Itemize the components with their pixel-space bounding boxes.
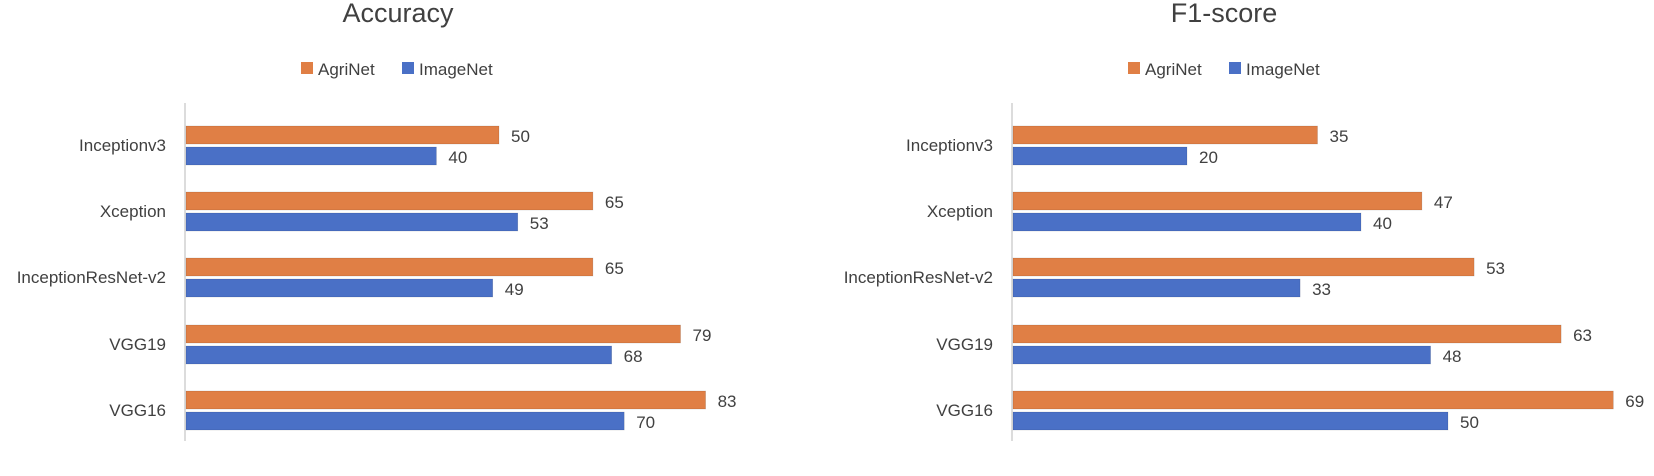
data-label-agrinet-inceptionresnet-v2: 65 <box>605 259 624 278</box>
data-label-agrinet-inceptionresnet-v2: 53 <box>1486 259 1505 278</box>
bar-imagenet-vgg16 <box>185 411 625 431</box>
data-label-imagenet-inceptionv3: 40 <box>448 148 467 167</box>
bar-imagenet-vgg19 <box>185 345 612 365</box>
bar-agrinet-inceptionv3 <box>1012 125 1318 145</box>
legend-swatch-agrinet <box>301 62 313 74</box>
bar-marks: Inceptionv3 50 40 Xception 65 53 InceptionResN… <box>17 125 737 432</box>
data-label-agrinet-inceptionv3: 50 <box>511 127 530 146</box>
bar-imagenet-inceptionresnet-v2 <box>1012 278 1301 298</box>
bar-imagenet-vgg19 <box>1012 345 1431 365</box>
category-label-inceptionv3: Inceptionv3 <box>79 136 166 155</box>
f1-score-chart: F1-score AgriNet ImageNet Inceptionv3 35 2… <box>844 0 1644 441</box>
legend: AgriNet ImageNet <box>1128 60 1320 79</box>
category-label-xception: Xception <box>927 202 993 221</box>
legend-label-agrinet: AgriNet <box>318 60 375 79</box>
bar-agrinet-vgg16 <box>185 390 706 410</box>
data-label-imagenet-vgg19: 48 <box>1443 347 1462 366</box>
category-label-inceptionresnet-v2: InceptionResNet-v2 <box>17 268 166 287</box>
category-label-inceptionv3: Inceptionv3 <box>906 136 993 155</box>
accuracy-chart: Accuracy AgriNet ImageNet Inceptionv3 50 4… <box>17 0 737 441</box>
data-label-imagenet-inceptionv3: 20 <box>1199 148 1218 167</box>
chart-title: F1-score <box>1171 0 1278 28</box>
legend-label-agrinet: AgriNet <box>1145 60 1202 79</box>
chart-title: Accuracy <box>342 0 454 28</box>
bar-imagenet-xception <box>1012 212 1362 232</box>
bar-agrinet-inceptionresnet-v2 <box>1012 257 1475 277</box>
bar-imagenet-inceptionv3 <box>185 146 437 166</box>
data-label-imagenet-xception: 40 <box>1373 214 1392 233</box>
legend-swatch-agrinet <box>1128 62 1140 74</box>
data-label-imagenet-inceptionresnet-v2: 49 <box>505 280 524 299</box>
data-label-agrinet-vgg16: 83 <box>718 392 737 411</box>
category-label-vgg19: VGG19 <box>936 335 993 354</box>
data-label-imagenet-vgg16: 70 <box>636 413 655 432</box>
category-label-vgg19: VGG19 <box>109 335 166 354</box>
data-label-agrinet-vgg16: 69 <box>1625 392 1644 411</box>
bar-agrinet-xception <box>185 191 594 211</box>
category-label-inceptionresnet-v2: InceptionResNet-v2 <box>844 268 993 287</box>
data-label-agrinet-vgg19: 63 <box>1573 326 1592 345</box>
category-label-vgg16: VGG16 <box>109 401 166 420</box>
legend-label-imagenet: ImageNet <box>419 60 493 79</box>
bar-agrinet-xception <box>1012 191 1423 211</box>
data-label-imagenet-xception: 53 <box>530 214 549 233</box>
legend-label-imagenet: ImageNet <box>1246 60 1320 79</box>
data-label-agrinet-inceptionv3: 35 <box>1330 127 1349 146</box>
legend-swatch-imagenet <box>402 62 414 74</box>
category-label-xception: Xception <box>100 202 166 221</box>
bar-imagenet-xception <box>185 212 519 232</box>
data-label-imagenet-vgg16: 50 <box>1460 413 1479 432</box>
bar-imagenet-inceptionresnet-v2 <box>185 278 494 298</box>
data-label-imagenet-inceptionresnet-v2: 33 <box>1312 280 1331 299</box>
bar-marks: Inceptionv3 35 20 Xception 47 40 InceptionResN… <box>844 125 1644 432</box>
legend: AgriNet ImageNet <box>301 60 493 79</box>
category-label-vgg16: VGG16 <box>936 401 993 420</box>
data-label-agrinet-xception: 47 <box>1434 193 1453 212</box>
bar-imagenet-vgg16 <box>1012 411 1449 431</box>
data-label-agrinet-vgg19: 79 <box>693 326 712 345</box>
bar-agrinet-inceptionresnet-v2 <box>185 257 594 277</box>
bar-agrinet-vgg19 <box>1012 324 1562 344</box>
bar-agrinet-vgg16 <box>1012 390 1614 410</box>
data-label-imagenet-vgg19: 68 <box>624 347 643 366</box>
bar-agrinet-inceptionv3 <box>185 125 500 145</box>
bar-imagenet-inceptionv3 <box>1012 146 1188 166</box>
bar-agrinet-vgg19 <box>185 324 681 344</box>
data-label-agrinet-xception: 65 <box>605 193 624 212</box>
legend-swatch-imagenet <box>1229 62 1241 74</box>
